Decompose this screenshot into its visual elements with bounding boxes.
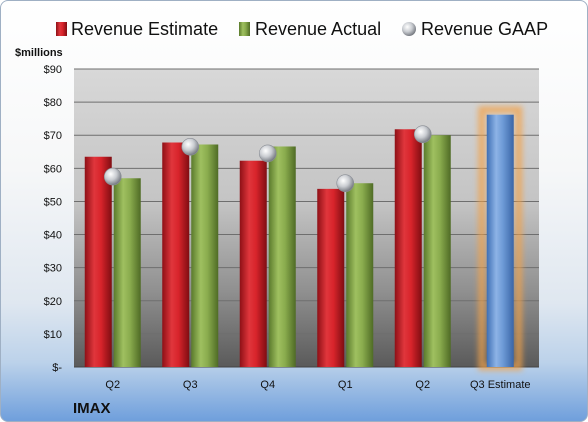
bar-q3-estimate xyxy=(486,114,514,368)
marker-revenue-gaap xyxy=(258,144,277,163)
y-tick-label: $30 xyxy=(44,263,62,275)
x-tick-label: Q2 xyxy=(415,379,430,391)
x-axis-ticks: Q2 Q3 Q4 Q1 Q2 Q3 Estimate xyxy=(105,379,530,391)
gaap-markers xyxy=(103,125,432,193)
bar-revenue-actual xyxy=(113,178,141,367)
x-tick-label: Q1 xyxy=(338,379,353,391)
gridlines xyxy=(74,68,539,368)
legend-item-revenue-estimate: Revenue Estimate xyxy=(56,19,218,39)
company-label: IMAX xyxy=(73,400,111,417)
bar-revenue-estimate xyxy=(84,156,112,367)
legend-swatch-gaap xyxy=(402,22,416,36)
y-axis-ticks: $- $10 $20 $30 $40 $50 $60 $70 $80 $90 xyxy=(44,64,63,374)
legend-label-estimate: Revenue Estimate xyxy=(71,19,218,39)
y-tick-label: $80 xyxy=(44,97,62,109)
bar-revenue-estimate xyxy=(162,142,190,367)
bar-revenue-estimate xyxy=(239,160,267,367)
legend-label-gaap: Revenue GAAP xyxy=(421,19,548,39)
y-tick-label: $20 xyxy=(44,296,62,308)
legend-item-revenue-actual: Revenue Actual xyxy=(239,19,381,39)
x-tick-label: Q4 xyxy=(260,379,275,391)
legend: Revenue Estimate Revenue Actual Revenue … xyxy=(56,19,548,39)
bar-revenue-estimate xyxy=(394,129,422,367)
y-tick-label: $70 xyxy=(44,130,62,142)
bar-revenue-actual xyxy=(423,135,451,367)
bar-revenue-actual xyxy=(191,144,219,367)
y-tick-label: $60 xyxy=(44,163,62,175)
legend-swatch-actual xyxy=(239,22,250,36)
y-tick-label: $40 xyxy=(44,230,62,242)
marker-revenue-gaap xyxy=(181,138,200,156)
marker-revenue-gaap xyxy=(103,167,122,186)
x-tick-label: Q3 Estimate xyxy=(470,379,531,391)
bar-revenue-actual xyxy=(346,183,374,367)
legend-swatch-estimate xyxy=(56,22,67,36)
y-tick-label: $10 xyxy=(44,329,62,341)
bars xyxy=(84,106,523,371)
unit-label: $millions xyxy=(15,47,63,59)
y-tick-label: $50 xyxy=(44,196,62,208)
marker-revenue-gaap xyxy=(336,174,355,193)
y-tick-label: $90 xyxy=(44,64,62,76)
bar-revenue-actual xyxy=(268,146,296,367)
x-tick-label: Q3 xyxy=(183,379,198,391)
y-tick-label: $- xyxy=(52,362,62,374)
bar-revenue-estimate xyxy=(317,188,345,367)
legend-item-revenue-gaap: Revenue GAAP xyxy=(402,19,548,39)
x-tick-label: Q2 xyxy=(105,379,120,391)
plot-area xyxy=(74,69,539,367)
legend-label-actual: Revenue Actual xyxy=(255,19,381,39)
marker-revenue-gaap xyxy=(413,125,432,144)
